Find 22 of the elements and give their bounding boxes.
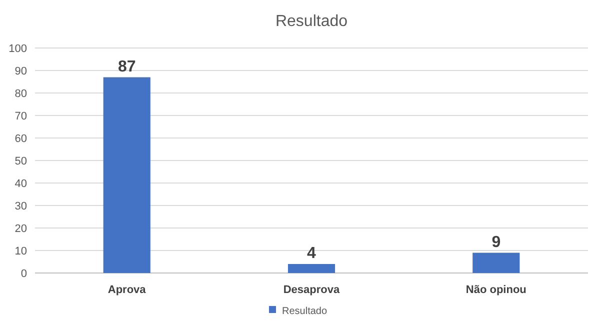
bar [288, 264, 336, 273]
x-tick-label: Não opinou [466, 284, 526, 296]
y-tick-label: 40 [14, 178, 27, 190]
data-label: 4 [307, 245, 316, 262]
legend-label: Resultado [282, 306, 328, 317]
bar [103, 77, 150, 273]
y-tick-label: 0 [20, 268, 27, 280]
chart-title: Resultado [275, 13, 348, 30]
data-label: 9 [492, 234, 501, 251]
y-tick-label: 10 [14, 246, 27, 258]
bar [472, 252, 520, 273]
y-tick-label: 50 [14, 156, 27, 168]
y-tick-label: 70 [14, 110, 27, 122]
y-tick-label: 80 [14, 88, 27, 100]
x-tick-label: Desaprova [283, 284, 340, 296]
y-tick-label: 20 [14, 223, 27, 235]
y-tick-label: 90 [14, 66, 27, 78]
y-tick-label: 30 [14, 200, 27, 212]
y-tick-label: 60 [14, 133, 27, 145]
data-label: 87 [118, 58, 136, 76]
y-tick-label: 100 [8, 43, 27, 55]
x-tick-label: Aprova [108, 284, 147, 296]
